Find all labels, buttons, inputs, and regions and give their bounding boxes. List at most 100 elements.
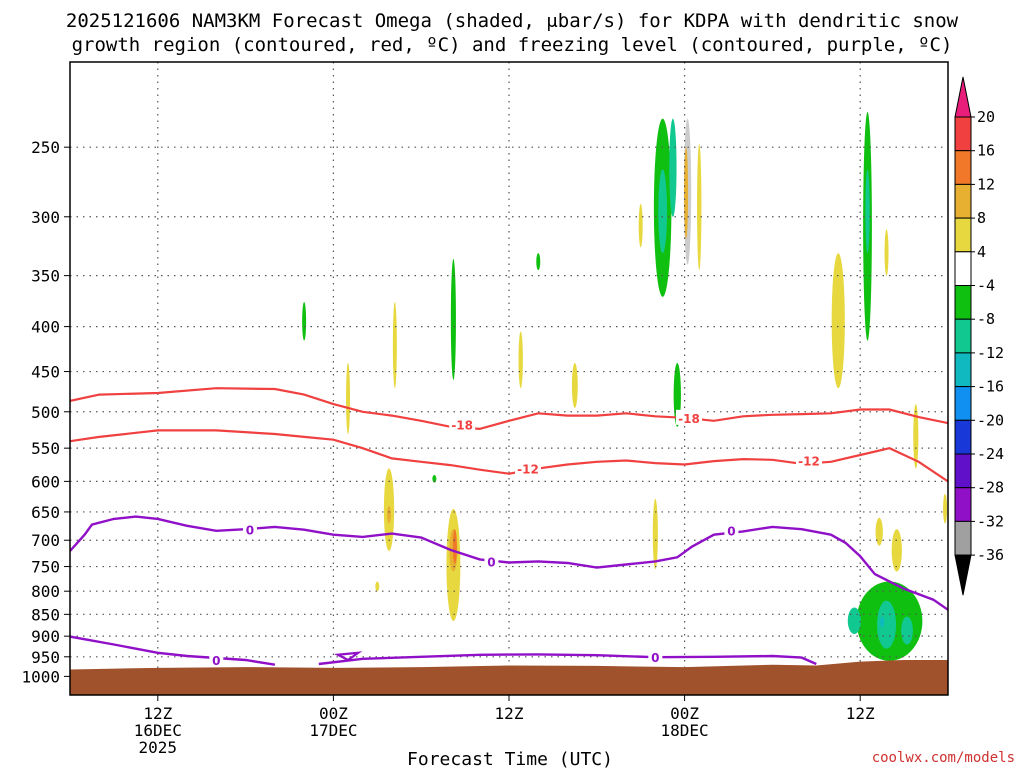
freezing-contour-line (70, 515, 948, 611)
dgz-contour-label: -18 (451, 419, 473, 433)
dgz-label-bg (795, 452, 822, 468)
pressure-tick-label: 750 (31, 558, 60, 577)
freezing-contour-label: 0 (212, 654, 220, 668)
colorbar-tick-label: -8 (977, 310, 995, 328)
credit-text: coolwx.com/models (872, 750, 1015, 766)
colorbar-tick-label: -12 (977, 344, 1004, 362)
freezing-level-contours (70, 515, 948, 666)
freezing-contour-label: 0 (246, 524, 254, 538)
dgz-contour-label: -12 (517, 462, 539, 476)
omega-cell (536, 253, 541, 271)
chart-title-line-1: 2025121606 NAM3KM Forecast Omega (shaded… (66, 10, 959, 32)
colorbar-tick-label: 16 (977, 142, 995, 160)
omega-cell (392, 301, 397, 389)
colorbar-segment (954, 386, 972, 421)
omega-cell (697, 144, 702, 271)
colorbar-segment (954, 217, 972, 253)
colorbar: 20 16 12 8 4 -4 -8 -12 -16 -20 -24 -28 -32 -36 (954, 76, 1004, 596)
terrain-ground (70, 659, 948, 695)
pressure-tick-label: 300 (31, 208, 60, 227)
omega-cell (884, 229, 889, 276)
colorbar-tick-label: -20 (977, 411, 1004, 429)
omega-cell (891, 529, 902, 572)
time-tick-label: 16DEC (134, 721, 182, 740)
chart-title-line-2: growth region (contoured, red, ºC) and f… (72, 34, 953, 56)
pressure-axis: 250 300 350 400 450 500 550 600 650 700 750 800 850 9… (21, 138, 70, 686)
plot-background (70, 62, 948, 695)
x-axis-label: Forecast Time (UTC) (407, 749, 613, 768)
freezing-contour-line (318, 653, 817, 666)
freezing-contour-label: 0 (487, 555, 495, 569)
pressure-tick-label: 400 (31, 318, 60, 337)
omega-cell (638, 203, 643, 248)
omega-cell (847, 607, 861, 635)
omega-cell (387, 506, 392, 524)
colorbar-bottom-triangle (954, 554, 972, 596)
colorbar-tick-label: -28 (977, 479, 1004, 497)
ground-fill (70, 659, 948, 695)
freezing-contour-line (70, 635, 276, 666)
time-tick-label: 17DEC (309, 721, 357, 740)
omega-cell (450, 258, 456, 380)
time-tick-label: 12Z (495, 704, 524, 723)
pressure-tick-label: 1000 (21, 667, 60, 686)
pressure-tick-label: 850 (31, 605, 60, 624)
colorbar-tick-label: -24 (977, 445, 1004, 463)
colorbar-segment (954, 251, 972, 287)
dgz-contour-label: -12 (798, 454, 820, 468)
omega-cell (518, 331, 523, 389)
colorbar-tick-label: 8 (977, 209, 986, 227)
dgz-label-bg (515, 460, 542, 476)
pressure-tick-label: 450 (31, 363, 60, 382)
omega-cell (658, 169, 668, 254)
omega-cell (432, 474, 437, 483)
pressure-tick-label: 250 (31, 138, 60, 157)
freezing-label-bg (242, 521, 257, 537)
colorbar-segment (954, 487, 972, 522)
colorbar-segment (954, 520, 972, 556)
colorbar-tick-label: 4 (977, 243, 986, 261)
dgz-contour-line (70, 387, 948, 431)
omega-cell (652, 498, 658, 570)
pressure-tick-label: 350 (31, 267, 60, 286)
omega-cell (302, 301, 307, 341)
omega-cell (865, 169, 870, 254)
colorbar-top-triangle (954, 76, 972, 118)
omega-cell (880, 616, 885, 628)
colorbar-segment (954, 419, 972, 455)
pressure-tick-label: 950 (31, 648, 60, 667)
pressure-tick-label: 700 (31, 531, 60, 550)
dgz-contour-label: -18 (678, 412, 700, 426)
pressure-tick-label: 900 (31, 627, 60, 646)
time-tick-label: 12Z (143, 704, 172, 723)
time-tick-label: 18DEC (661, 721, 709, 740)
omega-cell (571, 362, 578, 408)
pressure-tick-label: 600 (31, 472, 60, 491)
colorbar-tick-label: 20 (977, 108, 995, 126)
pressure-tick-label: 500 (31, 403, 60, 422)
colorbar-segment (954, 183, 972, 219)
omega-cell (913, 404, 919, 469)
colorbar-segment (954, 285, 972, 320)
freezing-label-bg (724, 522, 739, 538)
colorbar-segment (954, 318, 972, 354)
colorbar-tick-label: -4 (977, 277, 995, 295)
time-tick-label: 12Z (846, 704, 875, 723)
omega-cell (375, 581, 380, 592)
omega-cell (346, 362, 351, 435)
omega-cell (875, 517, 883, 546)
omega-cell (452, 529, 457, 565)
colorbar-tick-label: -32 (977, 512, 1004, 530)
pressure-tick-label: 650 (31, 503, 60, 522)
pressure-tick-label: 550 (31, 439, 60, 458)
colorbar-segment (954, 352, 972, 388)
omega-shading (302, 112, 948, 661)
omega-cell (669, 118, 677, 217)
contour-labels: -18 -12 -18 -12 0 0 0 0 0 (209, 409, 822, 668)
time-tick-label: 2025 (139, 738, 178, 757)
omega-cell (684, 147, 689, 240)
freezing-contour-loop (333, 651, 363, 662)
colorbar-tick-label: -16 (977, 378, 1004, 396)
colorbar-segment (954, 453, 972, 489)
